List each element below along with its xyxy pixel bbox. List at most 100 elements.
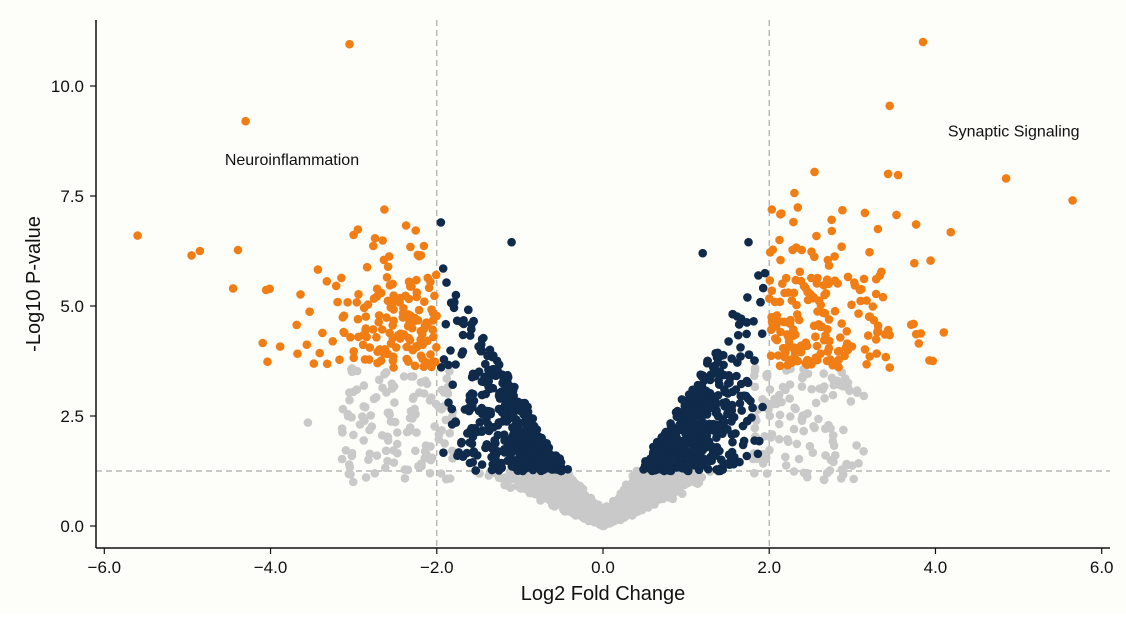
significant-point [1001, 174, 1011, 183]
pvalue-significant-point [457, 439, 466, 448]
significant-point [775, 235, 784, 245]
significant-point [339, 327, 348, 337]
not-significant-point [383, 408, 393, 418]
pvalue-significant-point [465, 438, 475, 447]
pvalue-significant-point [666, 421, 676, 430]
pvalue-significant-point [715, 380, 724, 389]
pvalue-significant-point [494, 404, 504, 414]
pvalue-significant-point [750, 356, 759, 365]
pvalue-significant-point [742, 451, 752, 461]
not-significant-point [833, 376, 842, 386]
not-significant-point [427, 393, 436, 402]
significant-point [431, 270, 441, 280]
pvalue-significant-point [469, 447, 479, 456]
significant-point [353, 314, 363, 324]
not-significant-point [426, 442, 435, 451]
pvalue-significant-point [490, 436, 500, 445]
not-significant-point [578, 494, 587, 503]
significant-point [810, 167, 819, 177]
not-significant-point [557, 487, 566, 496]
not-significant-point [680, 477, 689, 486]
not-significant-point [425, 468, 435, 478]
pvalue-significant-point [523, 402, 532, 412]
not-significant-point [821, 451, 830, 460]
not-significant-point [576, 500, 586, 510]
not-significant-point [530, 489, 540, 499]
significant-point [352, 298, 362, 307]
pvalue-significant-point [754, 436, 764, 446]
not-significant-point [634, 479, 643, 488]
not-significant-point [805, 441, 815, 451]
pvalue-significant-point [646, 454, 655, 464]
significant-point [838, 205, 847, 215]
pvalue-significant-point [711, 349, 720, 358]
pvalue-significant-point [737, 406, 746, 415]
annotation-neuroinflammation: Neuroinflammation [225, 152, 359, 169]
pvalue-significant-point [476, 340, 486, 349]
pvalue-significant-point [463, 429, 472, 438]
significant-point [807, 247, 816, 256]
not-significant-point [380, 369, 389, 379]
pvalue-significant-point [645, 463, 654, 473]
pvalue-significant-point [467, 393, 476, 402]
pvalue-significant-point [758, 402, 767, 412]
not-significant-point [750, 366, 760, 375]
significant-point [822, 275, 832, 285]
not-significant-point [814, 414, 823, 424]
significant-point [331, 281, 341, 291]
not-significant-point [436, 469, 446, 478]
significant-point [398, 313, 408, 322]
significant-point [423, 336, 432, 346]
pvalue-significant-point [725, 373, 735, 383]
pvalue-significant-point [451, 290, 461, 300]
pvalue-significant-point [729, 412, 739, 422]
pvalue-significant-point [739, 436, 749, 446]
pvalue-significant-point [494, 418, 504, 427]
pvalue-significant-point [672, 433, 681, 443]
significant-point [382, 313, 391, 322]
pvalue-significant-point [503, 371, 512, 380]
significant-point [388, 321, 398, 330]
pvalue-significant-point [451, 360, 460, 369]
significant-point [837, 319, 846, 328]
pvalue-significant-point [436, 218, 446, 227]
x-tick-label: −6.0 [88, 558, 122, 577]
significant-point [911, 329, 921, 339]
not-significant-point [826, 424, 835, 433]
not-significant-point [422, 449, 431, 459]
significant-point [892, 210, 901, 220]
pvalue-significant-point [444, 398, 453, 407]
significant-point [797, 245, 806, 255]
pvalue-significant-point [744, 350, 754, 360]
significant-point [878, 292, 888, 302]
pvalue-significant-point [701, 460, 710, 470]
not-significant-point [383, 456, 392, 466]
pvalue-significant-point [727, 430, 737, 439]
significant-point [337, 273, 346, 283]
significant-point [361, 324, 371, 333]
significant-point [403, 321, 413, 331]
not-significant-point [539, 484, 548, 493]
not-significant-point [371, 393, 381, 402]
pvalue-significant-point [528, 432, 537, 442]
not-significant-point [502, 473, 511, 483]
not-significant-point [337, 454, 347, 464]
pvalue-significant-point [655, 449, 664, 458]
significant-point [801, 283, 810, 293]
significant-point [1068, 196, 1077, 205]
pvalue-significant-point [696, 425, 705, 435]
not-significant-point [431, 399, 441, 409]
pvalue-significant-point [477, 390, 487, 400]
not-significant-point [400, 465, 410, 474]
pvalue-significant-point [691, 409, 700, 419]
axes [95, 20, 1110, 549]
pvalue-significant-point [698, 371, 708, 380]
pvalue-significant-point [689, 436, 698, 445]
pvalue-significant-point [743, 416, 752, 426]
pvalue-significant-point [689, 425, 698, 434]
pvalue-significant-point [468, 401, 477, 411]
pvalue-significant-point [491, 450, 501, 460]
not-significant-point [693, 479, 702, 488]
pvalue-significant-point [730, 452, 739, 462]
pvalue-significant-point [484, 382, 493, 391]
